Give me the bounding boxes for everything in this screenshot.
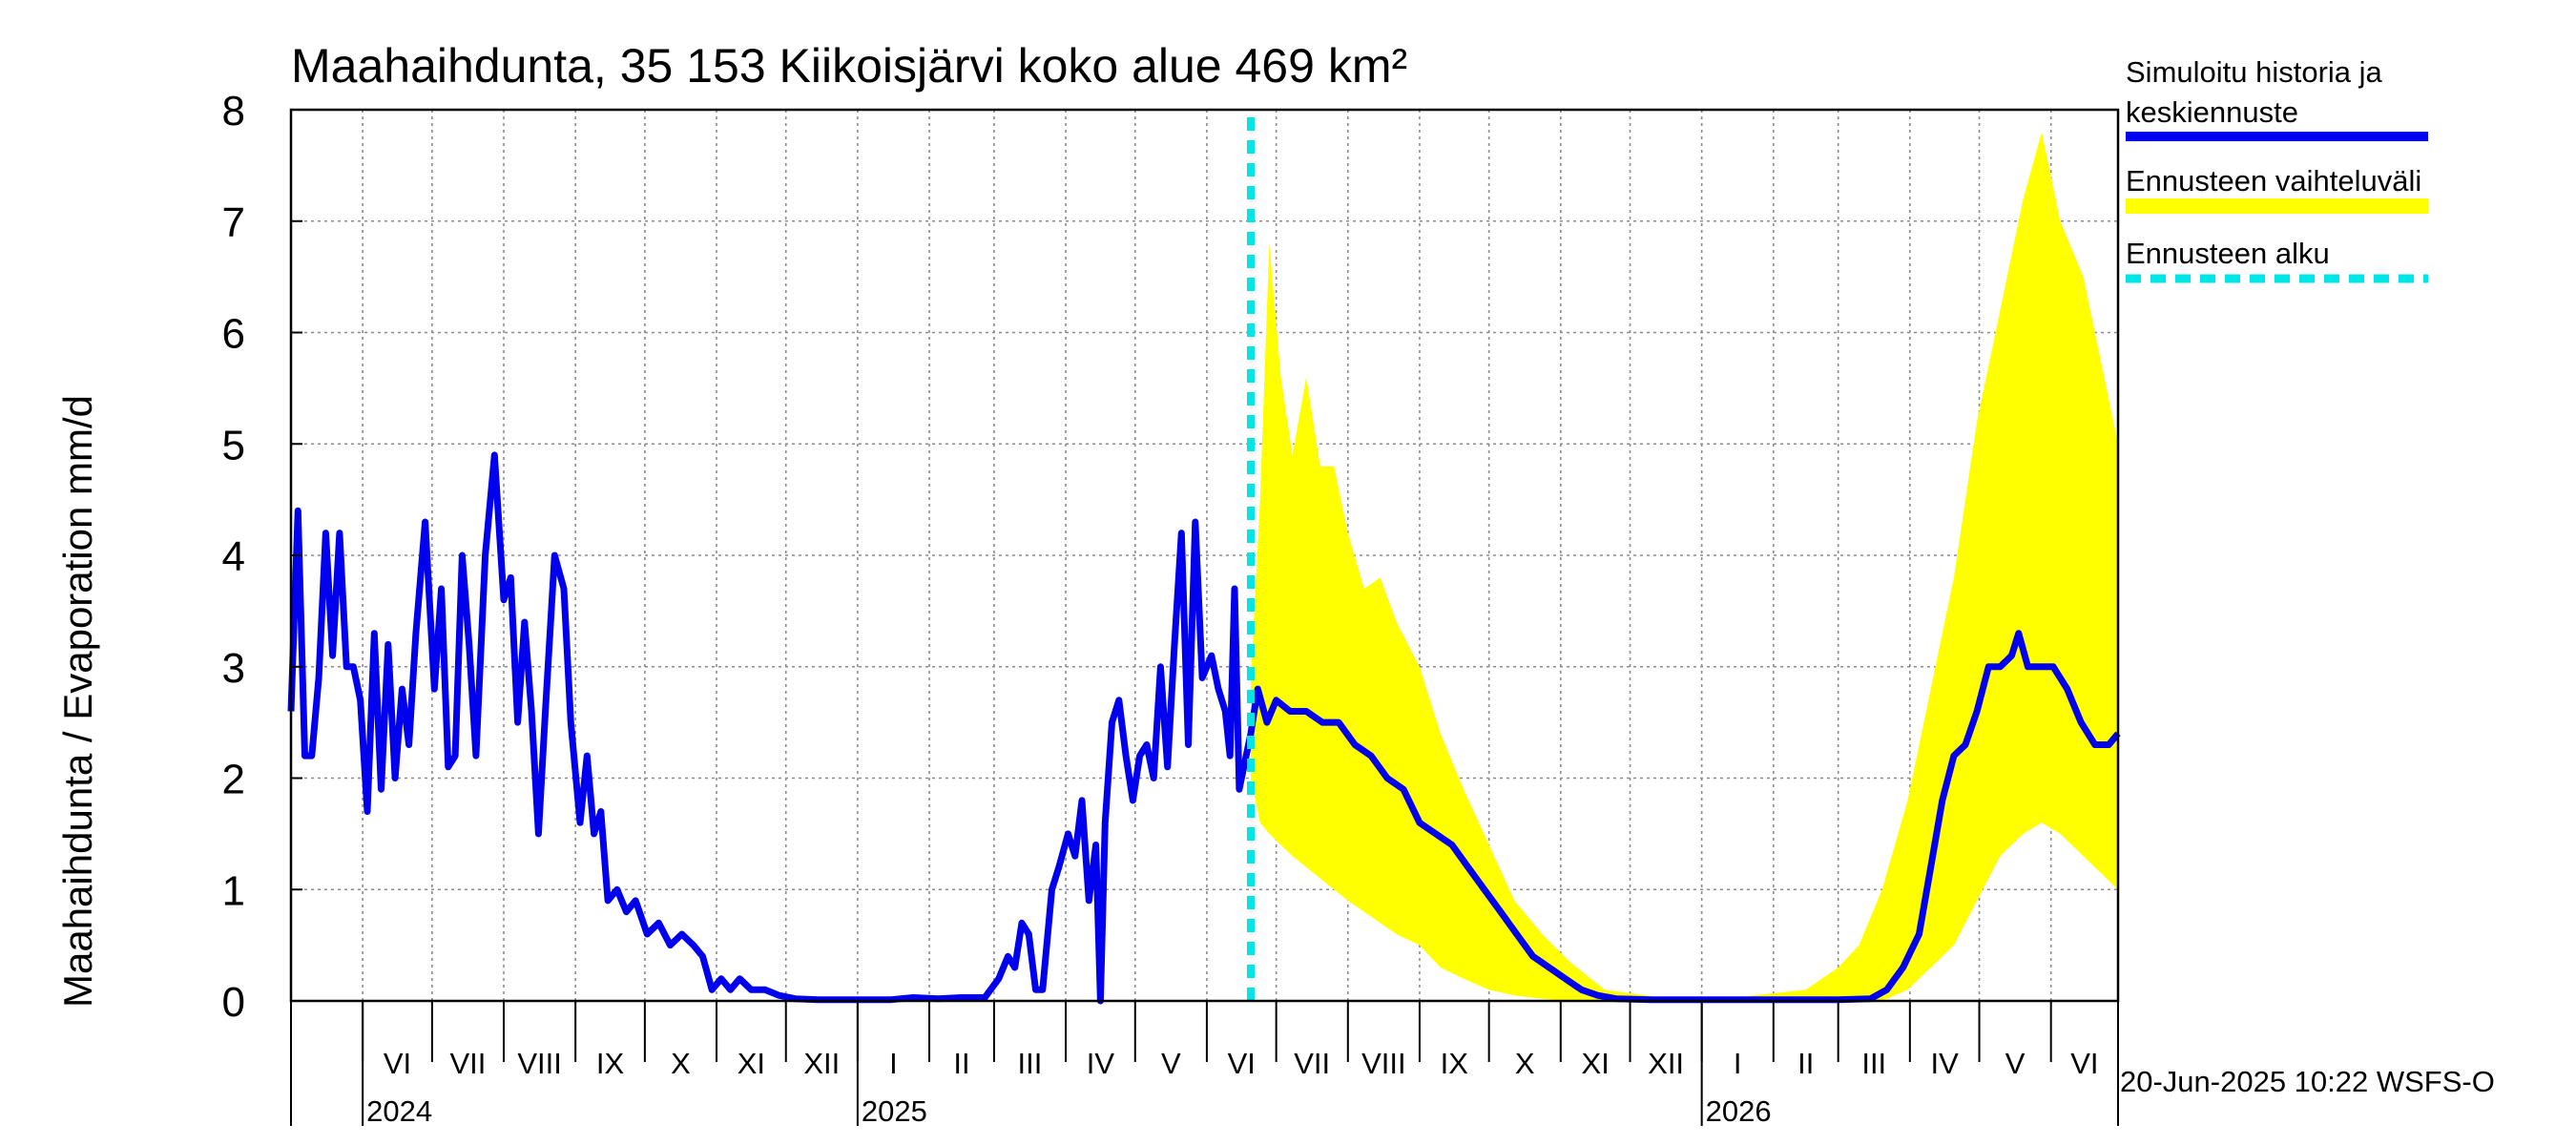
month-label-16: X (1515, 1047, 1535, 1080)
plot-frame (289, 108, 2120, 1003)
month-label-19: I (1734, 1047, 1742, 1080)
month-label-14: VIII (1361, 1047, 1406, 1080)
month-label-9: III (1018, 1047, 1043, 1080)
month-label-3: IX (596, 1047, 625, 1080)
y-tick-label-5: 5 (222, 422, 245, 468)
month-label-12: VI (1228, 1047, 1256, 1080)
y-tick-label-7: 7 (222, 199, 245, 246)
month-label-0: VI (384, 1047, 411, 1080)
legend-label-range: Ennusteen vaihteluväli (2126, 164, 2421, 198)
legend-label-simulation-2: keskiennuste (2126, 95, 2298, 129)
month-label-2: VIII (517, 1047, 562, 1080)
forecast-range-area (1251, 132, 2118, 1001)
y-tick-label-6: 6 (222, 311, 245, 358)
simulation-line (287, 451, 2121, 1005)
legend-label-simulation-1: Simuloitu historia ja (2126, 55, 2383, 89)
simulation-series-line (287, 451, 2121, 1005)
y-axis-label: Maahaihdunta / Evaporation mm/d (55, 395, 100, 1008)
forecast-range-band (1251, 132, 2118, 1001)
legend-label-forecast-start: Ennusteen alku (2126, 237, 2330, 270)
chart-title: Maahaihdunta, 35 153 Kiikoisjärvi koko a… (291, 39, 1407, 93)
footer-timestamp: 20-Jun-2025 10:22 WSFS-O (2120, 1065, 2495, 1098)
year-label-2026: 2026 (1706, 1094, 1772, 1128)
month-label-4: X (671, 1047, 691, 1080)
y-tick-label-0: 0 (222, 979, 245, 1026)
month-label-5: XI (737, 1047, 765, 1080)
month-label-13: VII (1294, 1047, 1330, 1080)
year-label-2025: 2025 (862, 1094, 927, 1128)
year-label-2024: 2024 (366, 1094, 432, 1128)
month-label-15: IX (1441, 1047, 1469, 1080)
month-label-20: II (1797, 1047, 1814, 1080)
month-label-21: III (1861, 1047, 1886, 1080)
month-label-6: XII (803, 1047, 840, 1080)
y-tick-label-8: 8 (222, 88, 245, 135)
y-tick-label-2: 2 (222, 757, 245, 803)
month-label-10: IV (1087, 1047, 1115, 1080)
month-label-7: I (889, 1047, 898, 1080)
y-tick-label-4: 4 (222, 533, 245, 580)
month-label-23: V (2005, 1047, 2025, 1080)
grid (291, 109, 2118, 1001)
month-label-1: VII (449, 1047, 486, 1080)
y-tick-label-3: 3 (222, 645, 245, 692)
month-label-17: XI (1582, 1047, 1610, 1080)
y-tick-label-1: 1 (222, 867, 245, 914)
month-label-11: V (1161, 1047, 1181, 1080)
month-label-18: XII (1648, 1047, 1684, 1080)
legend: Simuloitu historia ja keskiennuste Ennus… (2126, 55, 2428, 283)
month-label-24: VI (2070, 1047, 2098, 1080)
month-label-22: IV (1931, 1047, 1960, 1080)
month-label-8: II (953, 1047, 969, 1080)
